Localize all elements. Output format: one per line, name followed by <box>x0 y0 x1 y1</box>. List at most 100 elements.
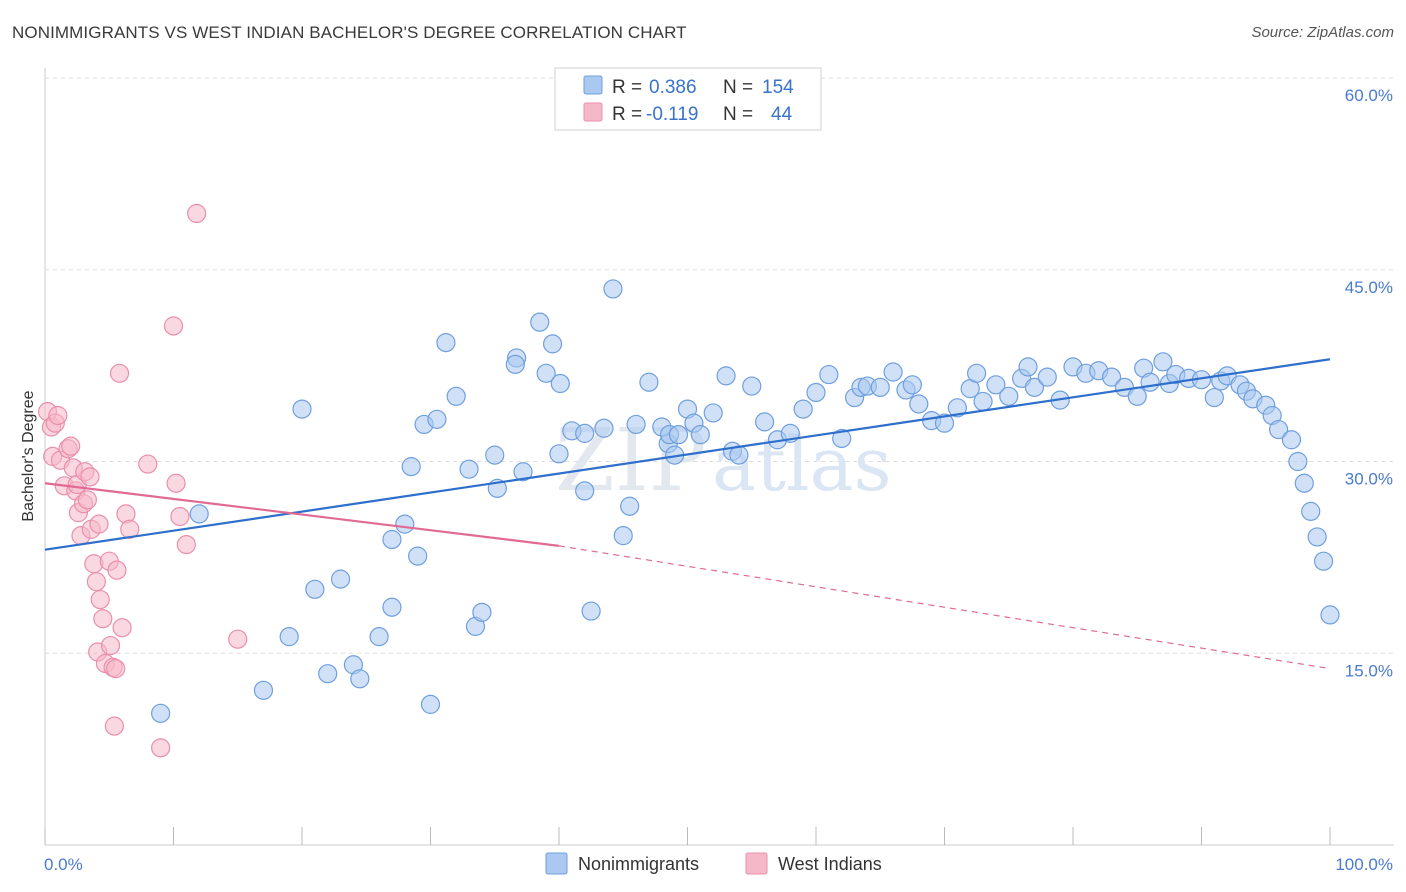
nonimmigrants-point <box>485 445 505 465</box>
nonimmigrants-point <box>1101 367 1122 387</box>
west-indians-point <box>170 506 190 527</box>
west-indians-point <box>104 716 124 736</box>
west-indians-point <box>138 454 158 474</box>
legend-swatch-west-indians <box>583 102 603 122</box>
nonimmigrants-point <box>594 418 614 438</box>
nonimmigrants-point <box>575 423 595 443</box>
nonimmigrants-point <box>575 481 595 501</box>
nonimmigrants-point <box>639 372 659 392</box>
nonimmigrants-trend-line <box>44 358 1331 551</box>
nonimmigrants-point <box>151 703 171 723</box>
nonimmigrants-point <box>716 366 736 386</box>
nonimmigrants-point <box>1268 419 1289 440</box>
west-indians-point <box>106 658 126 679</box>
nonimmigrants-point <box>1153 352 1173 372</box>
nonimmigrants-point <box>986 375 1006 395</box>
nonimmigrants-point <box>436 333 456 353</box>
nonimmigrants-point <box>581 601 601 621</box>
nonimmigrants-point <box>279 627 299 647</box>
nonimmigrants-point <box>973 391 993 412</box>
nonimmigrants-point <box>536 363 556 383</box>
nonimmigrants-point <box>318 664 338 684</box>
nonimmigrants-point <box>1204 387 1224 408</box>
west-indians-point <box>112 618 132 638</box>
y-tick-labels: 15.0% 30.0% 45.0% 60.0% <box>1345 86 1393 680</box>
nonimmigrants-point <box>613 526 633 546</box>
legend-r-label-2: R = <box>612 104 642 125</box>
west-indians-point <box>109 363 130 383</box>
nonimmigrants-point <box>909 394 929 414</box>
nonimmigrants-point <box>934 413 955 433</box>
nonimmigrants-point <box>1281 430 1302 450</box>
nonimmigrants-point <box>690 425 710 445</box>
west-indians-point <box>61 436 81 456</box>
west-indians-point <box>166 473 186 493</box>
nonimmigrants-point <box>620 496 640 516</box>
west-indians-point <box>80 467 100 487</box>
west-indians-point <box>86 572 107 592</box>
nonimmigrants-point <box>1313 551 1334 571</box>
nonimmigrants-point <box>1307 527 1327 547</box>
nonimmigrants-point <box>806 382 826 403</box>
nonimmigrants-point <box>330 569 351 589</box>
nonimmigrants-point <box>1301 501 1321 521</box>
nonimmigrants-point <box>446 386 466 406</box>
nonimmigrants-point <box>549 444 569 464</box>
nonimmigrants-point <box>459 459 479 479</box>
source-label: Source: ZipAtlas.com <box>1251 24 1394 41</box>
legend: R = 0.386 N = 154 R = -0.119 N = 44 <box>554 67 822 131</box>
nonimmigrants-point <box>513 462 533 482</box>
legend-n-value-1: 154 <box>762 77 794 98</box>
nonimmigrants-point <box>427 409 447 429</box>
x-tick-label-min: 0.0% <box>44 855 83 874</box>
west-indians-point <box>48 405 68 426</box>
west-indians-point <box>151 738 171 758</box>
west-indians-point <box>90 589 110 610</box>
nonimmigrants-point <box>401 457 421 477</box>
west-indians-point <box>89 514 109 534</box>
y-axis-title: Bachelor's Degree <box>20 390 37 521</box>
nonimmigrants-point <box>603 279 623 299</box>
nonimmigrants-point <box>1037 367 1057 387</box>
x-tick-label-max: 100.0% <box>1335 855 1393 874</box>
legend-r-value-2: -0.119 <box>646 104 698 125</box>
y-tick-label: 45.0% <box>1345 278 1393 297</box>
nonimmigrants-point <box>472 602 492 622</box>
nonimmigrants-point <box>350 669 370 689</box>
nonimmigrants-point <box>999 386 1019 406</box>
nonimmigrants-point <box>253 680 274 700</box>
west-indians-point <box>228 629 248 649</box>
gridlines <box>45 77 1394 654</box>
nonimmigrants-point <box>902 375 922 395</box>
west-indians-point <box>100 635 121 656</box>
west-indians-trend-line <box>44 482 560 547</box>
nonimmigrants-point <box>305 579 325 599</box>
nonimmigrants-point <box>408 546 428 566</box>
nonimmigrants-point <box>369 627 389 647</box>
trend-lines <box>44 358 1331 670</box>
watermark-atlas: atlas <box>712 422 892 508</box>
nonimmigrants-point <box>1024 377 1045 397</box>
west-indians-point <box>77 490 98 510</box>
nonimmigrants-point <box>189 504 209 524</box>
legend-n-label-2: N = <box>723 104 753 125</box>
nonimmigrants-point <box>550 373 570 394</box>
legend-r-value-1: 0.386 <box>649 77 697 98</box>
legend-swatch-nonimmigrants <box>583 75 603 95</box>
nonimmigrants-point <box>395 514 415 534</box>
nonimmigrants-point <box>542 334 563 354</box>
nonimmigrants-points <box>151 279 1340 723</box>
nonimmigrants-point <box>1288 451 1308 472</box>
y-tick-label: 15.0% <box>1345 661 1393 680</box>
west-indians-point <box>120 519 140 539</box>
west-indians-point <box>163 316 184 336</box>
legend-n-value-2: 44 <box>771 104 793 125</box>
nonimmigrants-point <box>754 412 775 432</box>
y-tick-label: 60.0% <box>1345 86 1393 105</box>
nonimmigrants-point <box>819 364 839 385</box>
nonimmigrants-point <box>626 414 646 435</box>
nonimmigrants-point <box>793 399 813 419</box>
nonimmigrants-point <box>832 428 852 449</box>
nonimmigrants-point <box>947 398 967 418</box>
